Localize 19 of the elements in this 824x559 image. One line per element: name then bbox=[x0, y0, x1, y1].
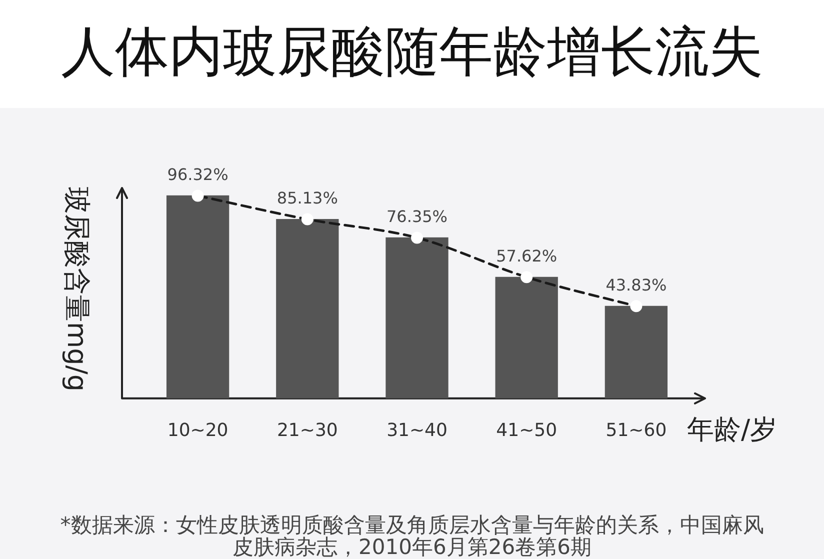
bar bbox=[604, 306, 668, 398]
data-label: 43.83% bbox=[606, 275, 667, 294]
x-tick-label: 10~20 bbox=[167, 420, 228, 441]
y-axis-title: 玻尿酸含量mg/g bbox=[60, 186, 92, 392]
bar bbox=[276, 218, 339, 398]
bar bbox=[386, 237, 448, 398]
chart-title: 人体内玻尿酸随年龄增长流失 bbox=[60, 19, 764, 85]
text: *数据来源：女性皮肤透明质酸含量及角质层水含量与年龄的关系，中国麻风皮肤病杂志，2010年6月第26卷第6期 bbox=[59, 513, 765, 559]
data-label: 96.32% bbox=[167, 164, 228, 184]
data-label: 76.35% bbox=[386, 206, 448, 226]
x-tick-label: 41~50 bbox=[496, 420, 558, 441]
x-tick-label: 51~60 bbox=[606, 420, 667, 441]
x-tick-label: 31~40 bbox=[386, 420, 448, 441]
bar bbox=[166, 195, 230, 398]
x-axis-title: 年龄/岁 bbox=[687, 414, 778, 446]
data-label: 57.62% bbox=[496, 246, 558, 266]
bar bbox=[495, 276, 558, 398]
x-tick-label: 21~30 bbox=[276, 420, 338, 441]
data-label: 85.13% bbox=[276, 188, 338, 208]
